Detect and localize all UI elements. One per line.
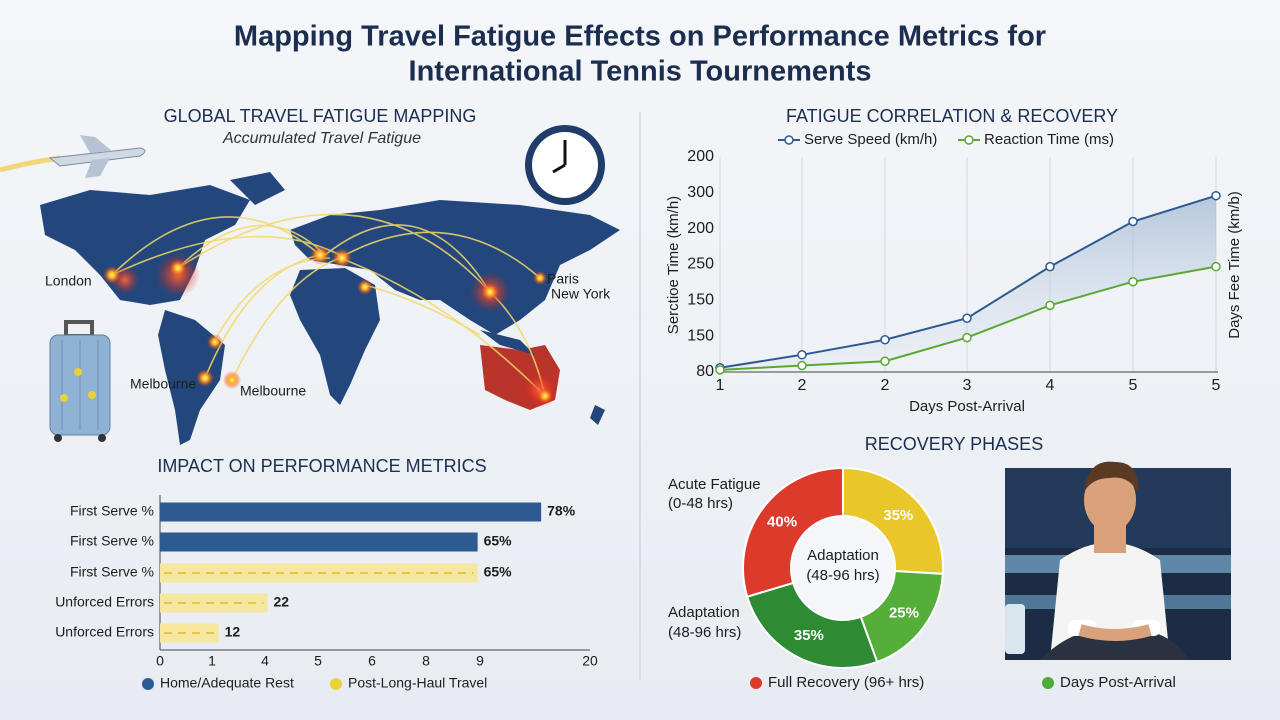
legend-swatch (1042, 677, 1054, 689)
value-label: 12 (225, 624, 241, 640)
center-label: Adaptation (807, 547, 879, 564)
value-label: 65% (484, 564, 513, 580)
slice-label: 35% (794, 627, 824, 644)
category-label: First Serve % (70, 533, 154, 549)
x-tick-label: 2 (798, 377, 807, 394)
slice-label: 25% (889, 604, 919, 621)
x-tick-label: 1 (208, 653, 216, 669)
chart-title: FATIGUE CORRELATION & RECOVERY (786, 106, 1118, 126)
legend-swatch (750, 677, 762, 689)
legend-label: Days Post-Arrival (1060, 674, 1176, 691)
bar (160, 532, 478, 552)
city-label: Melbourne (130, 376, 196, 392)
map-heading: GLOBAL TRAVEL FATIGUE MAPPING (164, 106, 477, 126)
series-point (880, 335, 890, 345)
side-label: Acute Fatigue (668, 476, 761, 493)
x-tick-label: 3 (963, 377, 972, 394)
category-label: First Serve % (70, 503, 154, 519)
legend-swatch (784, 135, 794, 145)
city-label: London (45, 273, 92, 289)
slice-label: 40% (767, 514, 797, 531)
y-tick-label: 150 (687, 292, 714, 309)
y-tick-label: 300 (687, 184, 714, 201)
series-point (1211, 190, 1221, 201)
suitcase-icon (49, 320, 111, 442)
x-tick-label: 4 (1046, 377, 1055, 394)
series-point (962, 313, 972, 323)
title: International Tennis Tournements (409, 56, 872, 88)
category-label: First Serve % (70, 564, 154, 580)
pie-slice (742, 466, 844, 598)
fatigue-hotspots (103, 245, 558, 408)
series-point (797, 350, 807, 360)
category-label: Unforced Errors (55, 594, 154, 610)
center-label: (48-96 hrs) (806, 567, 879, 584)
x-tick-label: 9 (476, 653, 484, 669)
value-label: 22 (274, 594, 290, 610)
x-tick-label: 0 (156, 653, 164, 669)
x-tick-label: 5 (1212, 377, 1221, 394)
series-point (1128, 276, 1138, 287)
series-point (1128, 216, 1138, 227)
slice-label: 35% (883, 507, 913, 524)
pie-hole (792, 517, 894, 619)
legend-label: Serve Speed (km/h) (804, 131, 937, 148)
x-tick-label: 8 (422, 653, 430, 669)
series-point (962, 332, 972, 343)
y-tick-label: 150 (687, 327, 714, 344)
x-tick-label: 2 (881, 377, 890, 394)
city-label: New York (551, 286, 611, 302)
x-tick-label: 4 (261, 653, 269, 669)
series-point (715, 365, 725, 375)
side-label: Adaptation (668, 604, 740, 621)
legend-label: Post-Long-Haul Travel (348, 675, 487, 691)
series-point (1211, 261, 1221, 272)
y-tick-label: 200 (687, 220, 714, 237)
legend-label: Home/Adequate Rest (160, 675, 294, 691)
map-subtitle: Accumulated Travel Fatigue (222, 130, 421, 147)
plane-icon (0, 135, 146, 178)
chart-title: RECOVERY PHASES (865, 434, 1043, 454)
legend-swatch (330, 678, 342, 690)
bar (160, 623, 219, 643)
city-label: Paris (547, 271, 579, 287)
x-tick-label: 5 (314, 653, 322, 669)
category-label: Unforced Errors (55, 624, 154, 640)
series-point (880, 356, 890, 366)
bar (160, 502, 542, 522)
y-tick-label: 80 (696, 363, 714, 380)
legend-label: Reaction Time (ms) (984, 131, 1114, 148)
y-axis-label: Serctioe Time (km/h) (665, 196, 682, 334)
title: Mapping Travel Fatigue Effects on Perfor… (234, 21, 1046, 53)
pie-slice (842, 466, 944, 575)
series-point (797, 360, 807, 371)
player-photo (1005, 461, 1231, 660)
x-tick-label: 1 (716, 377, 725, 394)
x-tick-label: 6 (368, 653, 376, 669)
series-point (1045, 300, 1055, 311)
value-label: 78% (547, 503, 576, 519)
series-point (1045, 261, 1055, 272)
pie-slice (745, 581, 879, 669)
side-label: (0-48 hrs) (668, 495, 733, 512)
clock-icon (525, 125, 605, 205)
x-tick-label: 20 (582, 653, 598, 669)
x-tick-label: 5 (1129, 377, 1138, 394)
legend-swatch (964, 135, 974, 145)
legend-swatch (142, 678, 154, 690)
city-label: Melbourne (240, 383, 306, 399)
y-tick-label: 200 (687, 148, 714, 165)
x-axis-label: Days Post-Arrival (909, 398, 1025, 415)
legend-label: Full Recovery (96+ hrs) (768, 674, 924, 691)
chart-title: IMPACT ON PERFORMANCE METRICS (157, 456, 486, 476)
value-label: 65% (484, 533, 513, 549)
y2-axis-label: Days Fee Time (km/b) (1226, 191, 1243, 339)
side-label: (48-96 hrs) (668, 624, 741, 641)
y-tick-label: 250 (687, 256, 714, 273)
